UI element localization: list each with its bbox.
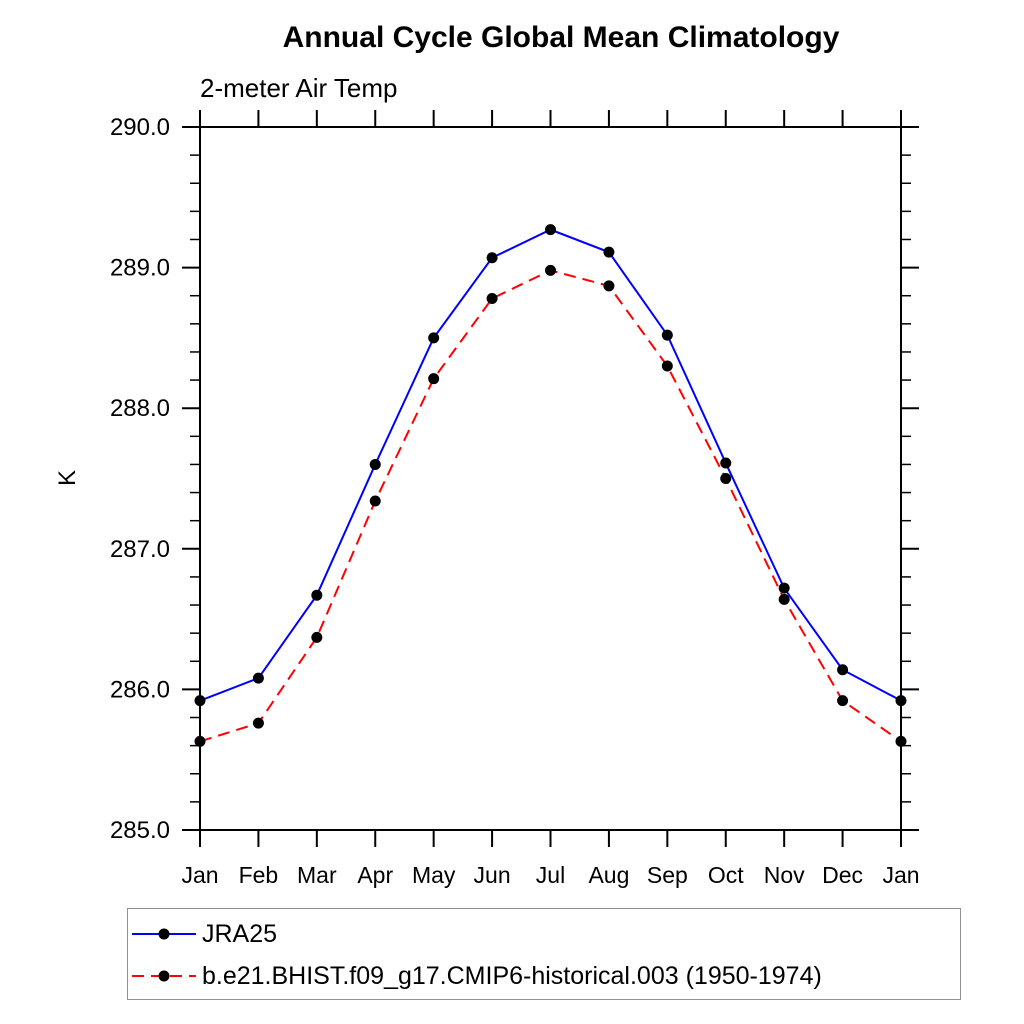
data-point-marker <box>369 495 381 507</box>
data-point-marker <box>194 735 206 747</box>
x-tick-label: Aug <box>588 862 629 888</box>
data-point-marker <box>778 582 790 594</box>
x-tick-label: Dec <box>822 862 863 888</box>
legend: JRA25 b.e21.BHIST.f09_g17.CMIP6-historic… <box>127 908 961 1000</box>
data-point-marker <box>428 373 440 385</box>
legend-label-model: b.e21.BHIST.f09_g17.CMIP6-historical.003… <box>202 961 822 990</box>
legend-item-jra25: JRA25 <box>128 913 960 955</box>
data-point-marker <box>895 735 907 747</box>
data-point-marker <box>603 280 615 292</box>
y-tick-label: 289.0 <box>110 255 170 282</box>
x-tick-label: Jan <box>882 862 919 888</box>
x-tick-label: Apr <box>357 862 393 888</box>
legend-swatch-dashed-line <box>132 970 196 982</box>
x-tick-label: Jun <box>474 862 511 888</box>
data-point-marker <box>603 246 615 258</box>
data-point-marker <box>252 717 264 729</box>
chart-subtitle: 2-meter Air Temp <box>200 73 398 103</box>
data-point-marker <box>661 329 673 341</box>
data-point-marker <box>194 695 206 707</box>
data-point-marker <box>252 672 264 684</box>
legend-marker-dot <box>158 970 170 982</box>
x-tick-label: Sep <box>647 862 688 888</box>
data-point-marker <box>837 664 849 676</box>
y-tick-label: 286.0 <box>110 676 170 703</box>
data-point-marker <box>486 252 498 264</box>
data-point-marker <box>837 695 849 707</box>
y-tick-label: 288.0 <box>110 395 170 422</box>
data-point-marker <box>895 695 907 707</box>
data-point-marker <box>720 457 732 469</box>
legend-swatch-solid-line <box>132 928 196 940</box>
x-tick-label: May <box>412 862 456 888</box>
legend-marker-dot <box>158 928 170 940</box>
data-point-marker <box>428 332 440 344</box>
data-point-marker <box>311 589 323 601</box>
x-tick-label: Jul <box>536 862 565 888</box>
data-point-marker <box>311 631 323 643</box>
x-tick-label: Jan <box>181 862 218 888</box>
data-point-marker <box>369 458 381 470</box>
data-point-marker <box>486 293 498 305</box>
y-tick-label: 290.0 <box>110 114 170 141</box>
legend-item-model: b.e21.BHIST.f09_g17.CMIP6-historical.003… <box>128 955 960 997</box>
y-tick-label: 285.0 <box>110 817 170 844</box>
data-point-marker <box>545 224 556 236</box>
y-tick-label: 287.0 <box>110 536 170 563</box>
data-point-marker <box>778 593 790 605</box>
x-tick-label: Nov <box>764 862 805 888</box>
data-point-marker <box>545 264 556 276</box>
data-point-marker <box>720 473 732 484</box>
data-point-marker <box>661 360 673 372</box>
x-tick-label: Mar <box>297 862 337 888</box>
series-line-0 <box>199 228 902 702</box>
chart-title: Annual Cycle Global Mean Climatology <box>282 21 840 54</box>
x-tick-label: Feb <box>239 862 279 888</box>
series-line-1 <box>199 269 902 743</box>
legend-label-jra25: JRA25 <box>202 919 278 948</box>
x-tick-label: Oct <box>708 862 744 888</box>
